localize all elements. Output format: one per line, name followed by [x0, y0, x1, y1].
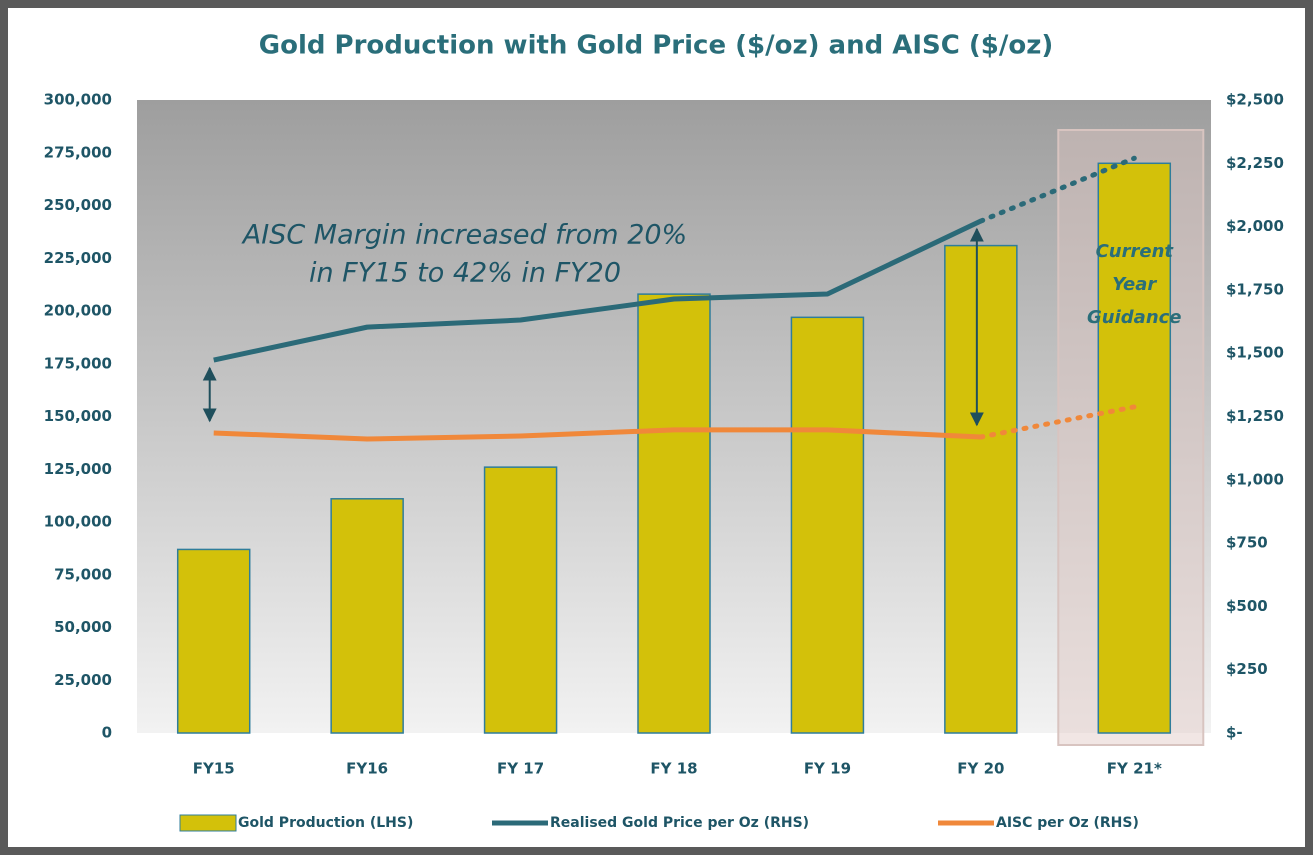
y2-tick-label: $2,000	[1226, 217, 1284, 235]
y-tick-label: 50,000	[54, 618, 112, 636]
x-tick-label: FY16	[346, 760, 388, 778]
x-tick-label: FY 21*	[1107, 760, 1162, 778]
y-tick-label: 100,000	[44, 513, 112, 531]
y2-tick-label: $1,500	[1226, 344, 1284, 362]
y2-tick-label: $1,000	[1226, 470, 1284, 488]
bar	[637, 293, 711, 734]
y-tick-label: 0	[102, 724, 112, 742]
y2-tick-label: $2,250	[1226, 154, 1284, 172]
y-tick-label: 125,000	[44, 460, 112, 478]
y2-tick-label: $2,500	[1226, 91, 1284, 109]
y-tick-label: 300,000	[44, 91, 112, 109]
legend-label: Realised Gold Price per Oz (RHS)	[550, 815, 809, 831]
y-tick-label: 175,000	[44, 354, 112, 372]
bar	[1097, 162, 1172, 734]
legend-swatch	[179, 814, 237, 832]
x-tick-label: FY15	[193, 760, 235, 778]
line	[213, 427, 981, 442]
y2-tick-label: $500	[1226, 597, 1268, 615]
line-projection	[978, 404, 1137, 440]
guidance-label: Current	[1096, 241, 1175, 262]
x-tick-label: FY 17	[497, 760, 544, 778]
legend-label: AISC per Oz (RHS)	[996, 815, 1139, 831]
y2-tick-label: $1,750	[1226, 280, 1284, 298]
x-tick-label: FY 20	[957, 760, 1004, 778]
y2-tick-label: $250	[1226, 660, 1268, 678]
y2-tick-label: $-	[1226, 724, 1243, 742]
bar	[483, 466, 558, 734]
y2-tick-label: $750	[1226, 534, 1268, 552]
bar	[176, 548, 251, 734]
guidance-label: Year	[1112, 274, 1157, 295]
x-tick-label: FY 19	[804, 760, 851, 778]
y-tick-label: 250,000	[44, 196, 112, 214]
y-tick-label: 25,000	[54, 671, 112, 689]
line	[213, 218, 982, 363]
guidance-label: Guidance	[1087, 307, 1181, 328]
annotation: in FY15 to 42% in FY20	[309, 258, 621, 289]
y-tick-label: 150,000	[44, 407, 112, 425]
y-tick-label: 275,000	[44, 143, 112, 161]
chart-title: Gold Production with Gold Price ($/oz) a…	[259, 31, 1054, 61]
y-tick-label: 75,000	[54, 565, 112, 583]
x-tick-label: FY 18	[650, 760, 697, 778]
y2-tick-label: $1,250	[1226, 407, 1284, 425]
y-tick-label: 200,000	[44, 302, 112, 320]
y-tick-label: 225,000	[44, 249, 112, 267]
annotation: AISC Margin increased from 20%	[241, 220, 687, 251]
bar	[330, 498, 404, 734]
bar	[790, 316, 865, 734]
legend-label: Gold Production (LHS)	[238, 815, 413, 831]
bar	[944, 244, 1018, 734]
